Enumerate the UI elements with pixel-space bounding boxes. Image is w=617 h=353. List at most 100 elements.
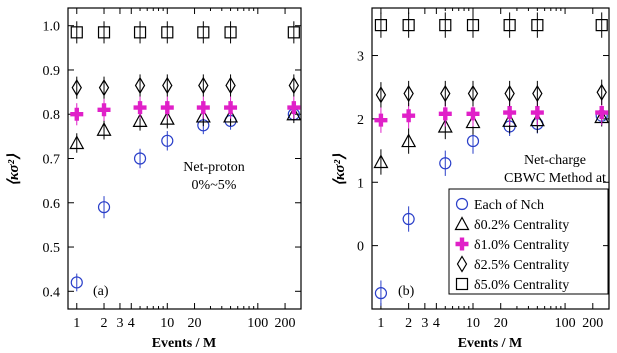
- panel-a-label: (a): [93, 284, 109, 299]
- panel-b-point-circle: [466, 134, 480, 148]
- panel-b-ytick-label: 0: [357, 240, 364, 255]
- panel-b-xtick-label: 10: [466, 316, 480, 331]
- panel-a-point-plus: [196, 101, 210, 115]
- panel-a-xtick-label: 3: [116, 316, 123, 331]
- panel-b-point-plus: [595, 106, 609, 120]
- panel-b-point-square: [503, 19, 516, 32]
- panel-a-point-circle: [133, 152, 147, 165]
- panel-a-point-triangle: [195, 108, 211, 123]
- panel-a-point-square: [70, 26, 83, 39]
- legend-entry-delta-2-5: δ2.5% Centrality: [474, 258, 569, 273]
- panel-b-point-triangle: [465, 114, 481, 129]
- panel-b-series-delta-5-0: [374, 12, 608, 38]
- panel-b-point-diamond: [532, 84, 543, 103]
- panel-a-xtick-label: 10: [160, 316, 174, 331]
- panel-b-series-delta-1-0: [374, 99, 609, 133]
- panel-a-point-plus: [133, 101, 147, 115]
- panel-b-point-circle: [374, 287, 388, 300]
- panel-b-point-diamond: [375, 86, 387, 104]
- panel-a-point-square: [161, 26, 174, 39]
- panel-b-point-diamond: [504, 84, 515, 103]
- panel-b-point-plus: [466, 107, 480, 121]
- legend-marker-diamond: [456, 255, 468, 273]
- legend-entry-delta-0-2: δ0.2% Centrality: [474, 218, 569, 233]
- panel-b-point-triangle: [529, 112, 545, 127]
- panel-b-label: (b): [398, 284, 415, 299]
- panel-b-point-diamond: [467, 84, 479, 103]
- panel-b-point-square: [374, 19, 388, 32]
- panel-b-xtick-label: 3: [421, 316, 428, 331]
- panel-a-point-triangle: [286, 106, 302, 121]
- panel-a-point-diamond: [288, 76, 300, 95]
- panel-b-point-plus: [374, 113, 388, 127]
- panel-a-point-triangle: [223, 108, 239, 123]
- panel-a-point-square: [197, 26, 210, 39]
- panel-b-point-triangle: [373, 154, 389, 169]
- panel-b-point-plus: [438, 107, 452, 121]
- panel-b-xlabel: Events / M: [458, 336, 523, 351]
- panel-a-point-circle: [97, 201, 111, 214]
- panel-b-xtick-label: 200: [582, 316, 603, 331]
- legend-entry-delta-5-0: δ5.0% Centrality: [474, 278, 569, 293]
- panel-a-point-plus: [160, 101, 174, 115]
- panel-a-xtick-label: 2: [101, 316, 108, 331]
- panel-b-point-plus: [503, 106, 517, 120]
- legend-marker-plus: [455, 237, 469, 251]
- panel-a-xtick-label: 1: [73, 316, 80, 331]
- panel-a-xlabel: Events / M: [152, 336, 217, 351]
- panel-b-point-square: [531, 19, 544, 32]
- legend-entry-each-nch: Each of Nch: [474, 198, 544, 213]
- panel-a-point-square: [97, 26, 111, 39]
- panel-a-point-plus: [97, 103, 111, 117]
- panel-a-point-diamond: [198, 76, 209, 95]
- panel-b-ytick-label: 3: [357, 50, 364, 65]
- panel-b-series-delta-2-5: [375, 79, 607, 108]
- panel-a-point-triangle: [132, 113, 148, 127]
- panel-a-point-square: [133, 26, 147, 39]
- panel-b-annotation-line-1: Net-charge: [524, 153, 586, 168]
- panel-a-point-plus: [70, 107, 84, 121]
- panel-a-xtick-label: 20: [188, 316, 202, 331]
- legend-box: [448, 188, 609, 295]
- panel-a-point-triangle: [96, 121, 112, 136]
- panel-a-xtick-label: 4: [128, 316, 135, 331]
- panel-a-point-circle: [70, 276, 83, 289]
- panel-a-ytick-label: 0.9: [43, 64, 61, 79]
- legend-marker-triangle: [454, 216, 470, 231]
- panel-b-ylabel: ⟨κσ²⟩: [332, 154, 348, 186]
- legend-entry-delta-1-0: δ1.0% Centrality: [474, 238, 569, 253]
- panel-b-frame: [371, 7, 610, 310]
- legend-marker-square: [455, 277, 469, 291]
- panel-b-legend: Each of Nch δ0.2% Centrality δ1.0% Centr…: [448, 188, 609, 295]
- panel-b-point-circle: [439, 157, 452, 170]
- panel-b: ⟨κσ²⟩ Events / M (b) Net-charge CBWC Met…: [332, 7, 610, 351]
- panel-a-point-square: [224, 26, 237, 39]
- panel-a-ytick-label: 1.0: [43, 20, 61, 35]
- panel-a-annotation-line-2: 0%~5%: [192, 178, 237, 193]
- panel-a-point-diamond: [98, 79, 110, 97]
- panel-a-ytick-label: 0.5: [43, 241, 61, 256]
- panel-a-series-delta-5-0: [70, 21, 300, 44]
- panel-b-xtick-label: 100: [555, 316, 576, 331]
- panel-a-ytick-label: 0.8: [43, 108, 61, 123]
- panel-b-point-diamond: [440, 84, 451, 103]
- panel-a-point-plus: [287, 101, 301, 115]
- panel-a-point-square: [287, 26, 300, 39]
- panel-a-annotation-line-1: Net-proton: [183, 160, 244, 175]
- panel-a-point-diamond: [71, 79, 82, 97]
- panel-b-point-plus: [530, 106, 544, 120]
- panel-b-xtick-label: 1: [377, 316, 384, 331]
- panel-a-point-triangle: [69, 135, 85, 150]
- panel-a-ytick-label: 0.7: [43, 153, 61, 168]
- legend-marker-circle: [455, 197, 469, 211]
- panel-a-xtick-label: 200: [275, 316, 296, 331]
- panel-b-xtick-label: 2: [405, 316, 412, 331]
- panel-a-point-triangle: [159, 110, 175, 125]
- panel-a-series-delta-1-0: [70, 96, 301, 126]
- panel-b-point-diamond: [403, 84, 414, 103]
- panel-a-point-diamond: [225, 76, 236, 95]
- panel-a-ytick-label: 0.4: [43, 285, 61, 300]
- panel-a-series-delta-2-5: [71, 74, 300, 99]
- panel-b-point-triangle: [401, 133, 417, 148]
